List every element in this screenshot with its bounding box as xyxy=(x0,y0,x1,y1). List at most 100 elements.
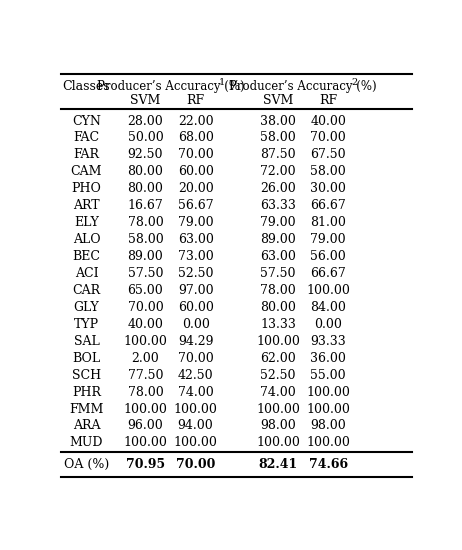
Text: 100.00: 100.00 xyxy=(123,436,167,449)
Text: SVM: SVM xyxy=(263,94,293,107)
Text: 70.00: 70.00 xyxy=(178,351,213,365)
Text: 13.33: 13.33 xyxy=(260,318,296,331)
Text: 84.00: 84.00 xyxy=(310,301,346,314)
Text: MUD: MUD xyxy=(70,436,103,449)
Text: 74.66: 74.66 xyxy=(309,459,347,471)
Text: ALO: ALO xyxy=(73,233,100,246)
Text: 80.00: 80.00 xyxy=(128,166,164,178)
Text: 93.33: 93.33 xyxy=(310,335,346,348)
Text: SVM: SVM xyxy=(130,94,161,107)
Text: 82.41: 82.41 xyxy=(258,459,298,471)
Text: 26.00: 26.00 xyxy=(260,182,296,195)
Text: 50.00: 50.00 xyxy=(128,131,164,145)
Text: 16.67: 16.67 xyxy=(128,199,164,212)
Text: 100.00: 100.00 xyxy=(306,403,350,416)
Text: 100.00: 100.00 xyxy=(306,284,350,297)
Text: 74.00: 74.00 xyxy=(260,386,296,399)
Text: 70.00: 70.00 xyxy=(176,459,215,471)
Text: RF: RF xyxy=(187,94,205,107)
Text: 74.00: 74.00 xyxy=(178,386,213,399)
Text: FAC: FAC xyxy=(73,131,99,145)
Text: 78.00: 78.00 xyxy=(128,216,164,229)
Text: 73.00: 73.00 xyxy=(178,250,213,263)
Text: 1: 1 xyxy=(219,79,225,87)
Text: 100.00: 100.00 xyxy=(306,386,350,399)
Text: 36.00: 36.00 xyxy=(310,351,346,365)
Text: 100.00: 100.00 xyxy=(123,403,167,416)
Text: 67.50: 67.50 xyxy=(310,148,346,162)
Text: 66.67: 66.67 xyxy=(310,199,346,212)
Text: 100.00: 100.00 xyxy=(174,403,218,416)
Text: 58.00: 58.00 xyxy=(128,233,164,246)
Text: SAL: SAL xyxy=(73,335,99,348)
Text: CAM: CAM xyxy=(71,166,102,178)
Text: ACI: ACI xyxy=(74,267,98,280)
Text: 60.00: 60.00 xyxy=(178,301,213,314)
Text: 79.00: 79.00 xyxy=(178,216,213,229)
Text: FMM: FMM xyxy=(69,403,103,416)
Text: 56.00: 56.00 xyxy=(310,250,346,263)
Text: 60.00: 60.00 xyxy=(178,166,213,178)
Text: ELY: ELY xyxy=(74,216,99,229)
Text: 55.00: 55.00 xyxy=(310,368,346,382)
Text: 63.00: 63.00 xyxy=(178,233,213,246)
Text: 78.00: 78.00 xyxy=(128,386,164,399)
Text: 70.95: 70.95 xyxy=(126,459,165,471)
Text: 62.00: 62.00 xyxy=(260,351,296,365)
Text: PHR: PHR xyxy=(72,386,101,399)
Text: 40.00: 40.00 xyxy=(128,318,164,331)
Text: 58.00: 58.00 xyxy=(310,166,346,178)
Text: 100.00: 100.00 xyxy=(256,335,300,348)
Text: Classes: Classes xyxy=(62,80,110,93)
Text: TYP: TYP xyxy=(74,318,99,331)
Text: 70.00: 70.00 xyxy=(310,131,346,145)
Text: Producer’s Accuracy (%): Producer’s Accuracy (%) xyxy=(97,80,244,93)
Text: 68.00: 68.00 xyxy=(178,131,213,145)
Text: 2.00: 2.00 xyxy=(132,351,159,365)
Text: PHO: PHO xyxy=(72,182,101,195)
Text: RF: RF xyxy=(319,94,337,107)
Text: 89.00: 89.00 xyxy=(128,250,164,263)
Text: 98.00: 98.00 xyxy=(260,420,296,432)
Text: 98.00: 98.00 xyxy=(310,420,346,432)
Text: GLY: GLY xyxy=(73,301,99,314)
Text: OA (%): OA (%) xyxy=(64,459,109,471)
Text: 100.00: 100.00 xyxy=(256,403,300,416)
Text: BOL: BOL xyxy=(73,351,100,365)
Text: 72.00: 72.00 xyxy=(260,166,296,178)
Text: ART: ART xyxy=(73,199,100,212)
Text: 87.50: 87.50 xyxy=(260,148,296,162)
Text: 57.50: 57.50 xyxy=(260,267,296,280)
Text: 66.67: 66.67 xyxy=(310,267,346,280)
Text: 38.00: 38.00 xyxy=(260,114,296,128)
Text: 100.00: 100.00 xyxy=(306,436,350,449)
Text: 92.50: 92.50 xyxy=(128,148,163,162)
Text: 22.00: 22.00 xyxy=(178,114,213,128)
Text: 56.67: 56.67 xyxy=(178,199,213,212)
Text: 63.00: 63.00 xyxy=(260,250,296,263)
Text: 80.00: 80.00 xyxy=(260,301,296,314)
Text: 100.00: 100.00 xyxy=(174,436,218,449)
Text: 70.00: 70.00 xyxy=(128,301,164,314)
Text: 20.00: 20.00 xyxy=(178,182,213,195)
Text: 77.50: 77.50 xyxy=(128,368,163,382)
Text: 58.00: 58.00 xyxy=(260,131,296,145)
Text: 0.00: 0.00 xyxy=(182,318,210,331)
Text: 30.00: 30.00 xyxy=(310,182,346,195)
Text: 57.50: 57.50 xyxy=(128,267,163,280)
Text: 28.00: 28.00 xyxy=(128,114,164,128)
Text: CAR: CAR xyxy=(73,284,100,297)
Text: CYN: CYN xyxy=(72,114,101,128)
Text: 65.00: 65.00 xyxy=(128,284,164,297)
Text: 70.00: 70.00 xyxy=(178,148,213,162)
Text: 79.00: 79.00 xyxy=(260,216,296,229)
Text: 63.33: 63.33 xyxy=(260,199,296,212)
Text: 42.50: 42.50 xyxy=(178,368,213,382)
Text: 40.00: 40.00 xyxy=(310,114,346,128)
Text: 89.00: 89.00 xyxy=(260,233,296,246)
Text: BEC: BEC xyxy=(73,250,100,263)
Text: SCH: SCH xyxy=(72,368,101,382)
Text: 96.00: 96.00 xyxy=(128,420,164,432)
Text: 80.00: 80.00 xyxy=(128,182,164,195)
Text: 94.29: 94.29 xyxy=(178,335,213,348)
